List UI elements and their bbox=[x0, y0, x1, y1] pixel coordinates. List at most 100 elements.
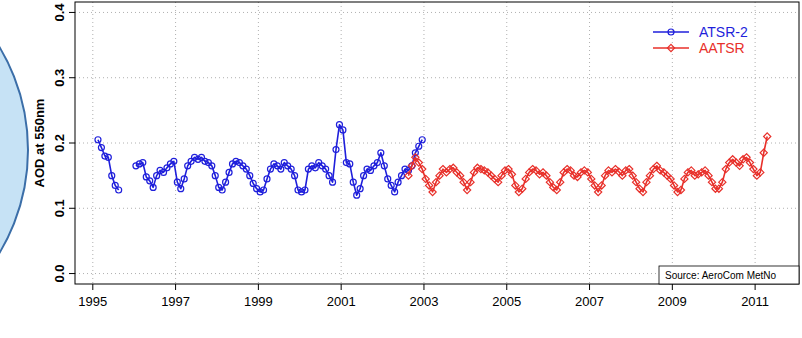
data-point bbox=[629, 172, 636, 179]
legend-marker bbox=[667, 44, 674, 51]
data-point bbox=[570, 172, 577, 179]
data-point bbox=[519, 185, 526, 192]
data-point bbox=[247, 173, 253, 179]
x-tick-label: 2003 bbox=[409, 294, 438, 309]
y-tick-label: 0.1 bbox=[52, 199, 67, 217]
y-grid-line bbox=[75, 77, 799, 78]
data-point bbox=[426, 182, 433, 189]
data-point bbox=[374, 160, 380, 166]
data-point bbox=[347, 161, 353, 167]
data-point bbox=[670, 182, 677, 189]
x-tick-label: 2011 bbox=[741, 294, 769, 309]
data-point bbox=[681, 175, 688, 182]
x-tick bbox=[755, 284, 756, 290]
data-point bbox=[412, 150, 418, 156]
data-point bbox=[150, 184, 156, 190]
x-tick bbox=[423, 284, 424, 290]
data-point bbox=[719, 179, 726, 186]
annotation: Source: AeroCom MetNo bbox=[665, 270, 777, 281]
data-point bbox=[109, 173, 115, 179]
data-point bbox=[278, 166, 284, 172]
data-point bbox=[495, 179, 502, 186]
data-point bbox=[416, 143, 422, 149]
data-point bbox=[330, 179, 336, 185]
y-tick bbox=[69, 12, 75, 13]
data-point bbox=[198, 154, 204, 160]
data-point bbox=[429, 188, 436, 195]
y-grid-line bbox=[75, 12, 799, 13]
data-point bbox=[164, 165, 170, 171]
legend-line bbox=[653, 31, 689, 33]
data-point bbox=[477, 166, 484, 173]
data-point bbox=[422, 175, 429, 182]
data-point bbox=[626, 166, 633, 173]
x-tick-label: 2009 bbox=[658, 294, 687, 309]
data-point bbox=[95, 137, 101, 143]
plot-data bbox=[95, 122, 771, 199]
data-point bbox=[388, 182, 394, 188]
data-point bbox=[705, 172, 712, 179]
data-point bbox=[302, 187, 308, 193]
data-point bbox=[340, 127, 346, 133]
y-grid-line bbox=[75, 208, 799, 209]
data-point bbox=[223, 179, 229, 185]
data-point bbox=[598, 182, 605, 189]
data-point bbox=[646, 172, 653, 179]
data-point bbox=[261, 187, 267, 193]
data-point bbox=[419, 166, 426, 173]
data-point bbox=[508, 171, 515, 178]
data-point bbox=[446, 166, 453, 173]
data-point bbox=[615, 168, 622, 175]
x-tick-label: 2001 bbox=[327, 294, 356, 309]
data-point bbox=[395, 179, 401, 185]
data-point bbox=[746, 159, 753, 166]
data-point bbox=[467, 179, 474, 186]
data-point bbox=[326, 173, 332, 179]
data-point bbox=[588, 175, 595, 182]
data-point bbox=[584, 169, 591, 176]
data-point bbox=[708, 179, 715, 186]
globe-decoration bbox=[0, 0, 28, 338]
legend-marker bbox=[668, 29, 674, 35]
legend-line bbox=[653, 47, 689, 49]
data-point bbox=[243, 166, 249, 172]
data-point bbox=[760, 149, 767, 156]
data-point bbox=[715, 185, 722, 192]
data-point bbox=[501, 167, 508, 174]
data-point bbox=[378, 150, 384, 156]
data-point bbox=[181, 176, 187, 182]
legend-label: ATSR-2 bbox=[699, 24, 748, 40]
x-tick-label: 1997 bbox=[161, 294, 190, 309]
data-point bbox=[392, 189, 398, 195]
data-point bbox=[405, 172, 412, 179]
data-point bbox=[361, 173, 367, 179]
x-tick bbox=[341, 284, 342, 290]
x-tick-label: 1999 bbox=[244, 294, 273, 309]
data-point bbox=[532, 167, 539, 174]
data-point bbox=[264, 176, 270, 182]
data-point bbox=[512, 182, 519, 189]
data-point bbox=[147, 178, 153, 184]
data-point bbox=[219, 187, 225, 193]
x-grid-line bbox=[258, 2, 259, 284]
spacer bbox=[0, 0, 2, 2]
data-point bbox=[553, 186, 560, 193]
data-point bbox=[436, 172, 443, 179]
data-point bbox=[622, 167, 629, 174]
data-point bbox=[116, 187, 122, 193]
y-tick-label: 0.2 bbox=[52, 134, 67, 152]
data-point bbox=[323, 166, 329, 172]
data-point bbox=[288, 166, 294, 172]
y-tick bbox=[69, 143, 75, 144]
data-point bbox=[639, 188, 646, 195]
data-point bbox=[171, 158, 177, 164]
y-tick bbox=[69, 77, 75, 78]
data-point bbox=[140, 160, 146, 166]
y-tick bbox=[69, 273, 75, 274]
data-point bbox=[381, 163, 387, 169]
x-tick bbox=[175, 284, 176, 290]
data-point bbox=[399, 173, 405, 179]
x-tick bbox=[92, 284, 93, 290]
data-point bbox=[188, 158, 194, 164]
x-tick-label: 2005 bbox=[492, 294, 521, 309]
